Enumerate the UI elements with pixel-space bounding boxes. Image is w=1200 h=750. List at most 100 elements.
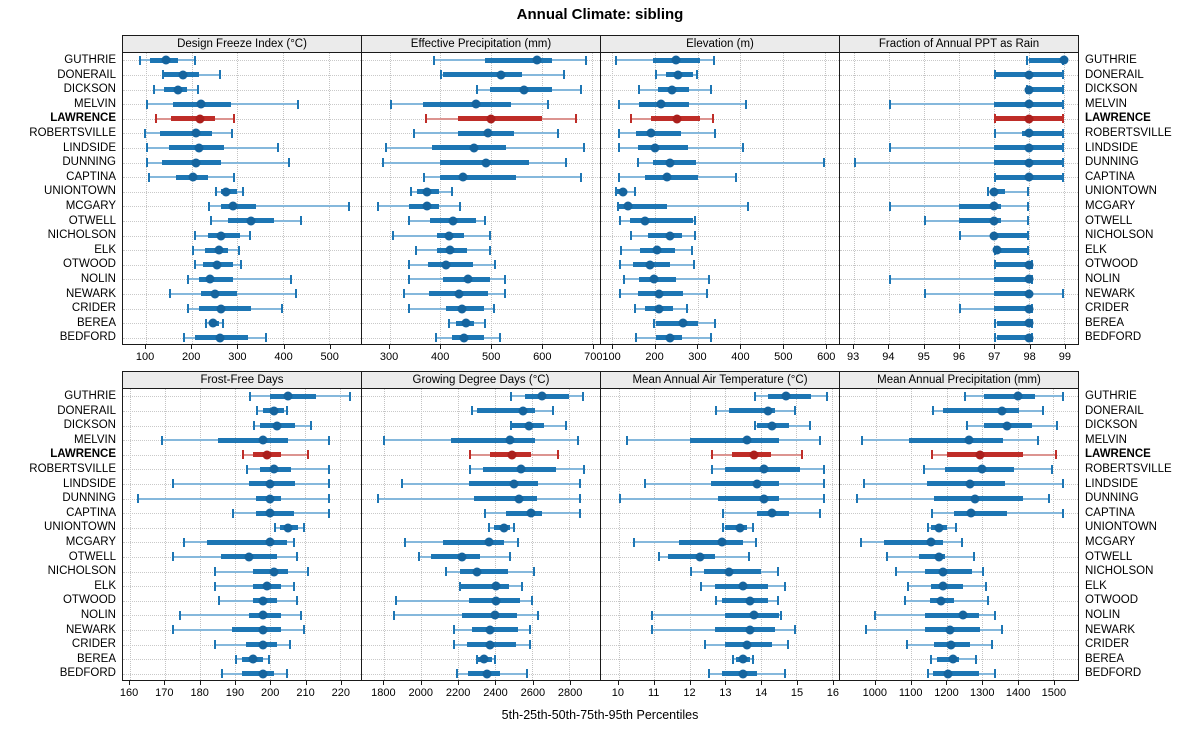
whisker-cap-high <box>787 640 790 649</box>
plot-area-effective-precipitation-mm <box>361 53 601 345</box>
x-tick <box>593 345 595 349</box>
whisker-cap-high <box>1062 289 1064 299</box>
vgrid-line <box>740 53 742 344</box>
median-dot <box>672 114 682 124</box>
row-label: GUTHRIE <box>1085 390 1137 402</box>
median-dot <box>210 289 220 299</box>
whisker-cap-high <box>783 669 786 679</box>
median-dot <box>526 508 536 518</box>
whisker-cap-high <box>547 99 550 109</box>
x-tick-label: 300 <box>228 351 247 363</box>
whisker-cap-high <box>694 216 697 226</box>
whisker-cap-low <box>459 581 462 591</box>
median-dot <box>228 201 238 211</box>
whisker-cap-high <box>531 596 534 606</box>
median-dot <box>265 537 275 547</box>
whisker-cap-high <box>994 669 997 679</box>
whisker-cap-high <box>783 581 786 591</box>
row-label: NICHOLSON <box>1085 565 1154 578</box>
median-dot <box>269 464 278 474</box>
whisker-cap-high <box>714 128 717 138</box>
plot-area-growing-degree-days-c <box>361 389 601 681</box>
row-label: CRIDER <box>71 302 116 315</box>
vgrid-line <box>389 53 391 344</box>
whisker-cap-low <box>214 187 217 197</box>
whisker-cap-high <box>582 143 585 153</box>
whisker-cap-low <box>231 508 234 518</box>
iqr-bar <box>993 276 1029 282</box>
whisker-cap-low <box>395 596 398 606</box>
hgrid-line <box>362 527 600 529</box>
iqr-bar <box>993 291 1029 297</box>
median-dot <box>479 654 489 664</box>
median-dot <box>749 450 759 460</box>
x-tick <box>617 681 619 685</box>
iqr-bar <box>1029 57 1064 63</box>
x-tick-label: 93 <box>846 351 860 363</box>
whisker <box>889 146 1064 149</box>
median-dot <box>652 245 662 255</box>
whisker-cap-low <box>966 421 969 430</box>
median-dot <box>1024 333 1034 343</box>
whisker-cap-high <box>288 158 291 167</box>
x-tick-label: 99 <box>1058 351 1071 363</box>
hgrid-line <box>840 250 1078 252</box>
panel-mean-annual-precipitation-mm: Mean Annual Precipitation (mm) 1000 1100 12… <box>839 371 1079 703</box>
whisker-cap-low <box>273 523 276 533</box>
x-tick-label: 180 <box>190 687 209 699</box>
hgrid-line <box>123 118 361 120</box>
x-tick <box>234 681 236 685</box>
row-label: BEREA <box>77 652 116 665</box>
iqr-bar <box>242 671 274 677</box>
median-dot <box>484 537 494 547</box>
row-label: LAWRENCE <box>1085 448 1151 461</box>
row-label: MCGARY <box>65 199 116 212</box>
x-tick-label: 600 <box>533 351 552 363</box>
vgrid-line <box>760 389 762 680</box>
median-dot <box>989 216 999 226</box>
whisker-cap-low <box>209 216 212 226</box>
whisker-cap-low <box>172 479 174 489</box>
vgrid-line <box>340 389 341 680</box>
x-tick <box>389 345 391 349</box>
x-tick <box>1029 345 1031 349</box>
median-dot <box>1013 391 1023 401</box>
whisker-cap-high <box>582 391 585 401</box>
x-axis-mean-annual-air-temperature-c: 10 11 12 13 14 15 16 <box>600 681 840 703</box>
row-label: MCGARY <box>1085 199 1136 212</box>
median-dot <box>662 172 672 182</box>
whisker-cap-high <box>450 187 453 197</box>
x-tick <box>611 345 613 349</box>
whisker-cap-low <box>714 406 717 416</box>
vgrid-line <box>283 53 285 344</box>
row-label: LINDSIDE <box>62 141 116 154</box>
vgrid-line <box>612 53 614 344</box>
median-dot <box>518 406 528 416</box>
x-tick-label: 2200 <box>445 687 471 699</box>
trellis-row: GUTHRIE DONERAIL DICKSON MELVIN LAWRENCE ROBE… <box>0 35 1200 367</box>
x-tick-label: 2600 <box>520 687 546 699</box>
whisker-cap-high <box>536 610 539 620</box>
whisker-cap-low <box>407 216 410 226</box>
whisker-cap-low <box>638 85 641 94</box>
iqr-bar <box>630 218 694 224</box>
whisker-cap-low <box>510 391 513 401</box>
vgrid-line <box>825 53 827 344</box>
whisker-cap-low <box>721 508 724 518</box>
x-tick <box>495 681 497 685</box>
hgrid-line <box>840 133 1078 135</box>
median-dot <box>161 55 171 65</box>
whisker-cap-low <box>168 289 171 299</box>
x-tick <box>542 345 544 349</box>
whisker-cap-low <box>861 435 864 445</box>
whisker-cap-low <box>622 274 625 284</box>
hgrid-line <box>362 513 600 515</box>
x-tick <box>458 681 460 685</box>
whisker-cap-low <box>650 625 653 635</box>
whisker-cap-high <box>504 289 507 299</box>
hgrid-line <box>840 527 1078 529</box>
x-tick-label: 100 <box>135 351 155 363</box>
row-label: UNIONTOWN <box>1085 185 1157 198</box>
whisker-cap-high <box>285 406 288 416</box>
x-tick-label: 200 <box>645 351 664 363</box>
